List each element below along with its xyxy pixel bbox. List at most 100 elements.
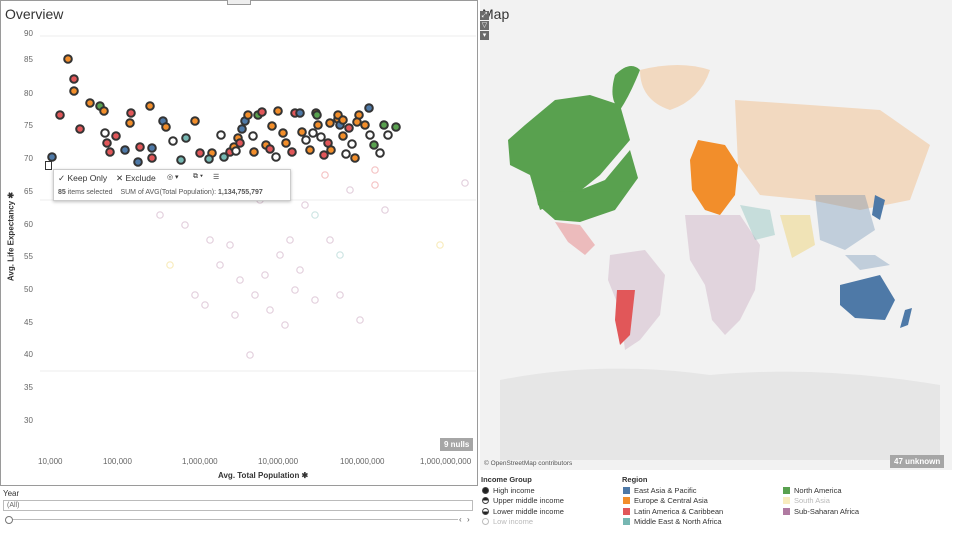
- data-point: [305, 145, 315, 155]
- antarctica: [500, 368, 940, 460]
- faded-point: [336, 291, 344, 299]
- faded-point: [236, 276, 244, 284]
- data-point: [273, 106, 283, 116]
- faded-point: [156, 211, 164, 219]
- exclude-button[interactable]: ✕ Exclude: [116, 173, 156, 183]
- filter-icon[interactable]: ▽: [480, 21, 489, 30]
- usa: [535, 150, 638, 222]
- items-selected-text: items selected: [65, 189, 113, 196]
- faded-point: [276, 251, 284, 259]
- faded-point: [461, 179, 469, 187]
- data-point: [69, 74, 79, 84]
- region-legend-item[interactable]: East Asia & Pacific: [623, 486, 697, 495]
- half-filled-circle-icon: [482, 497, 489, 504]
- x-tick: 1,000,000,000: [420, 457, 472, 466]
- cursor-icon: [45, 161, 52, 170]
- data-point: [248, 131, 258, 141]
- year-slider-handle[interactable]: [5, 516, 13, 524]
- world-map[interactable]: [480, 0, 952, 470]
- canada: [508, 95, 630, 210]
- region-legend-item[interactable]: Europe & Central Asia: [623, 496, 708, 505]
- faded-point: [336, 251, 344, 259]
- data-point: [181, 133, 191, 143]
- data-point: [176, 155, 186, 165]
- greenland: [612, 66, 640, 110]
- data-point: [350, 153, 360, 163]
- map-pane[interactable]: [480, 0, 952, 470]
- data-point: [297, 127, 307, 137]
- faded-point: [301, 201, 309, 209]
- sum-label: SUM of AVG(Total Population):: [120, 189, 217, 196]
- color-swatch: [623, 487, 630, 494]
- income-legend-item[interactable]: High income: [482, 486, 535, 495]
- faded-point: [291, 286, 299, 294]
- data-point: [243, 110, 253, 120]
- faded-point: [226, 241, 234, 249]
- region-legend-item[interactable]: South Asia: [783, 496, 830, 505]
- year-slider-track[interactable]: [8, 519, 458, 520]
- region-legend-item[interactable]: North America: [783, 486, 842, 495]
- map-attribution[interactable]: © OpenStreetMap contributors: [484, 460, 573, 467]
- middle-east: [740, 205, 775, 240]
- nulls-badge[interactable]: 9 nulls: [440, 438, 474, 451]
- data-point: [319, 150, 329, 160]
- y-tick: 85: [24, 55, 33, 64]
- region-legend-title: Region: [622, 475, 648, 484]
- selection-summary: 85 items selected SUM of AVG(Total Popul…: [58, 189, 263, 196]
- faded-point: [286, 236, 294, 244]
- data-point: [383, 130, 393, 140]
- region-legend-item[interactable]: Latin America & Caribbean: [623, 507, 723, 516]
- income-legend-item[interactable]: Upper middle income: [482, 496, 564, 505]
- year-prev-button[interactable]: ‹: [459, 515, 462, 524]
- faded-point: [356, 316, 364, 324]
- region-legend-item[interactable]: Sub-Saharan Africa: [783, 507, 859, 516]
- data-point: [249, 147, 259, 157]
- y-tick: 40: [24, 350, 33, 359]
- overview-title: Overview: [5, 6, 64, 22]
- australia: [840, 275, 895, 320]
- more-options-icon[interactable]: ▾: [480, 31, 489, 40]
- faded-point: [321, 171, 329, 179]
- data-point: [352, 117, 362, 127]
- east-asia: [815, 195, 875, 250]
- y-tick: 30: [24, 416, 33, 425]
- x-tick: 1,000,000: [182, 457, 218, 466]
- color-swatch: [623, 497, 630, 504]
- data-point: [267, 121, 277, 131]
- data-point: [369, 140, 379, 150]
- link-icon[interactable]: ⧉ ▾: [193, 173, 203, 180]
- faded-point: [266, 306, 274, 314]
- faded-point: [436, 241, 444, 249]
- filled-circle-icon: [482, 487, 489, 494]
- x-tick: 10,000,000: [258, 457, 299, 466]
- scatter-plot[interactable]: [40, 25, 476, 455]
- data-point: [231, 146, 241, 156]
- data-point: [295, 108, 305, 118]
- color-swatch: [783, 497, 790, 504]
- unknown-badge[interactable]: 47 unknown: [890, 455, 945, 468]
- x-axis-title: Avg. Total Population ✱: [218, 471, 309, 480]
- view-data-icon[interactable]: ☰: [213, 174, 220, 181]
- russia-asia: [735, 100, 930, 210]
- pane-grip-handle[interactable]: [227, 0, 251, 5]
- income-legend-item[interactable]: Low income: [482, 517, 533, 526]
- expand-icon[interactable]: ⤢: [480, 11, 489, 20]
- region-legend-item[interactable]: Middle East & North Africa: [623, 517, 722, 526]
- income-legend-item[interactable]: Lower middle income: [482, 507, 564, 516]
- empty-circle-icon: [482, 518, 489, 525]
- overview-pane[interactable]: [0, 0, 478, 486]
- year-filter-dropdown[interactable]: (All): [3, 500, 473, 511]
- group-members-icon[interactable]: ◎ ▾: [167, 174, 179, 181]
- data-point: [100, 128, 110, 138]
- keep-only-button[interactable]: ✓ Keep Only: [58, 173, 108, 183]
- faded-point: [326, 236, 334, 244]
- y-tick: 55: [24, 252, 33, 261]
- faded-point: [281, 321, 289, 329]
- data-point: [344, 123, 354, 133]
- y-tick: 75: [24, 121, 33, 130]
- year-next-button[interactable]: ›: [467, 515, 470, 524]
- data-point: [126, 108, 136, 118]
- south-asia: [780, 215, 815, 258]
- color-swatch: [783, 487, 790, 494]
- data-point: [326, 145, 336, 155]
